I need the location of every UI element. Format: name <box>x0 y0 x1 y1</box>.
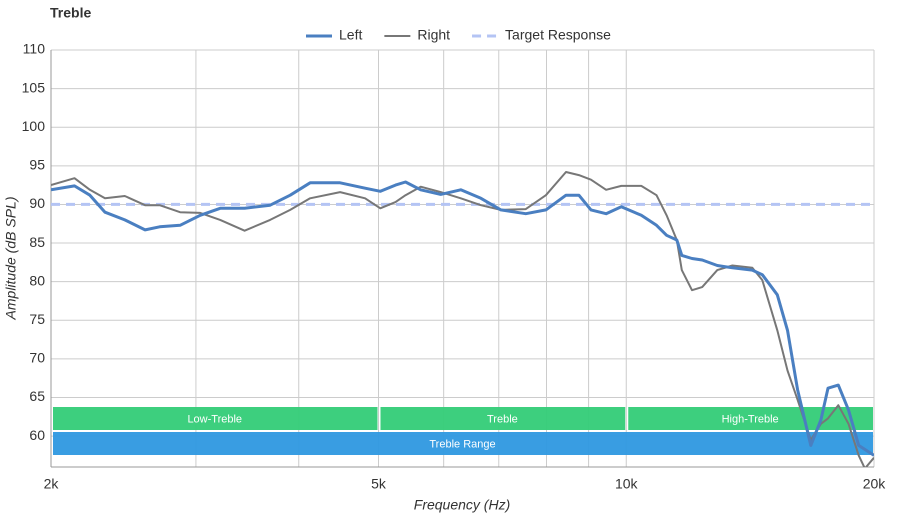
band <box>628 407 873 430</box>
x-axis-label: Frequency (Hz) <box>414 497 510 513</box>
band <box>380 407 626 430</box>
y-tick-label: 110 <box>23 41 46 57</box>
y-tick-label: 80 <box>29 272 45 288</box>
y-tick-label: 90 <box>29 195 45 211</box>
band-label: Low-Treble <box>187 413 242 425</box>
y-tick-label: 65 <box>29 388 45 404</box>
y-tick-label: 105 <box>22 79 46 95</box>
chart-title: Treble <box>50 5 91 21</box>
plot-area <box>51 171 874 467</box>
x-tick-label: 10k <box>615 476 639 492</box>
y-tick-label: 75 <box>29 311 45 327</box>
legend-label: Target Response <box>505 27 611 43</box>
y-tick-label: 100 <box>22 118 46 134</box>
line-series <box>51 171 874 467</box>
band-label: High-Treble <box>722 413 779 425</box>
x-tick-label: 5k <box>371 476 387 492</box>
x-tick-label: 2k <box>44 476 60 492</box>
line-series <box>51 180 874 457</box>
y-tick-label: 95 <box>29 157 45 173</box>
legend-label: Left <box>339 27 362 43</box>
legend-label: Right <box>417 27 450 43</box>
band <box>53 432 873 455</box>
band-label: Treble <box>487 413 518 425</box>
x-tick-label: 20k <box>863 476 887 492</box>
y-axis-label: Amplitude (dB SPL) <box>3 197 19 321</box>
band-label: Treble Range <box>429 438 495 450</box>
y-tick-label: 85 <box>29 234 45 250</box>
y-tick-label: 70 <box>29 350 45 366</box>
y-tick-label: 60 <box>29 427 45 443</box>
band <box>53 407 378 430</box>
